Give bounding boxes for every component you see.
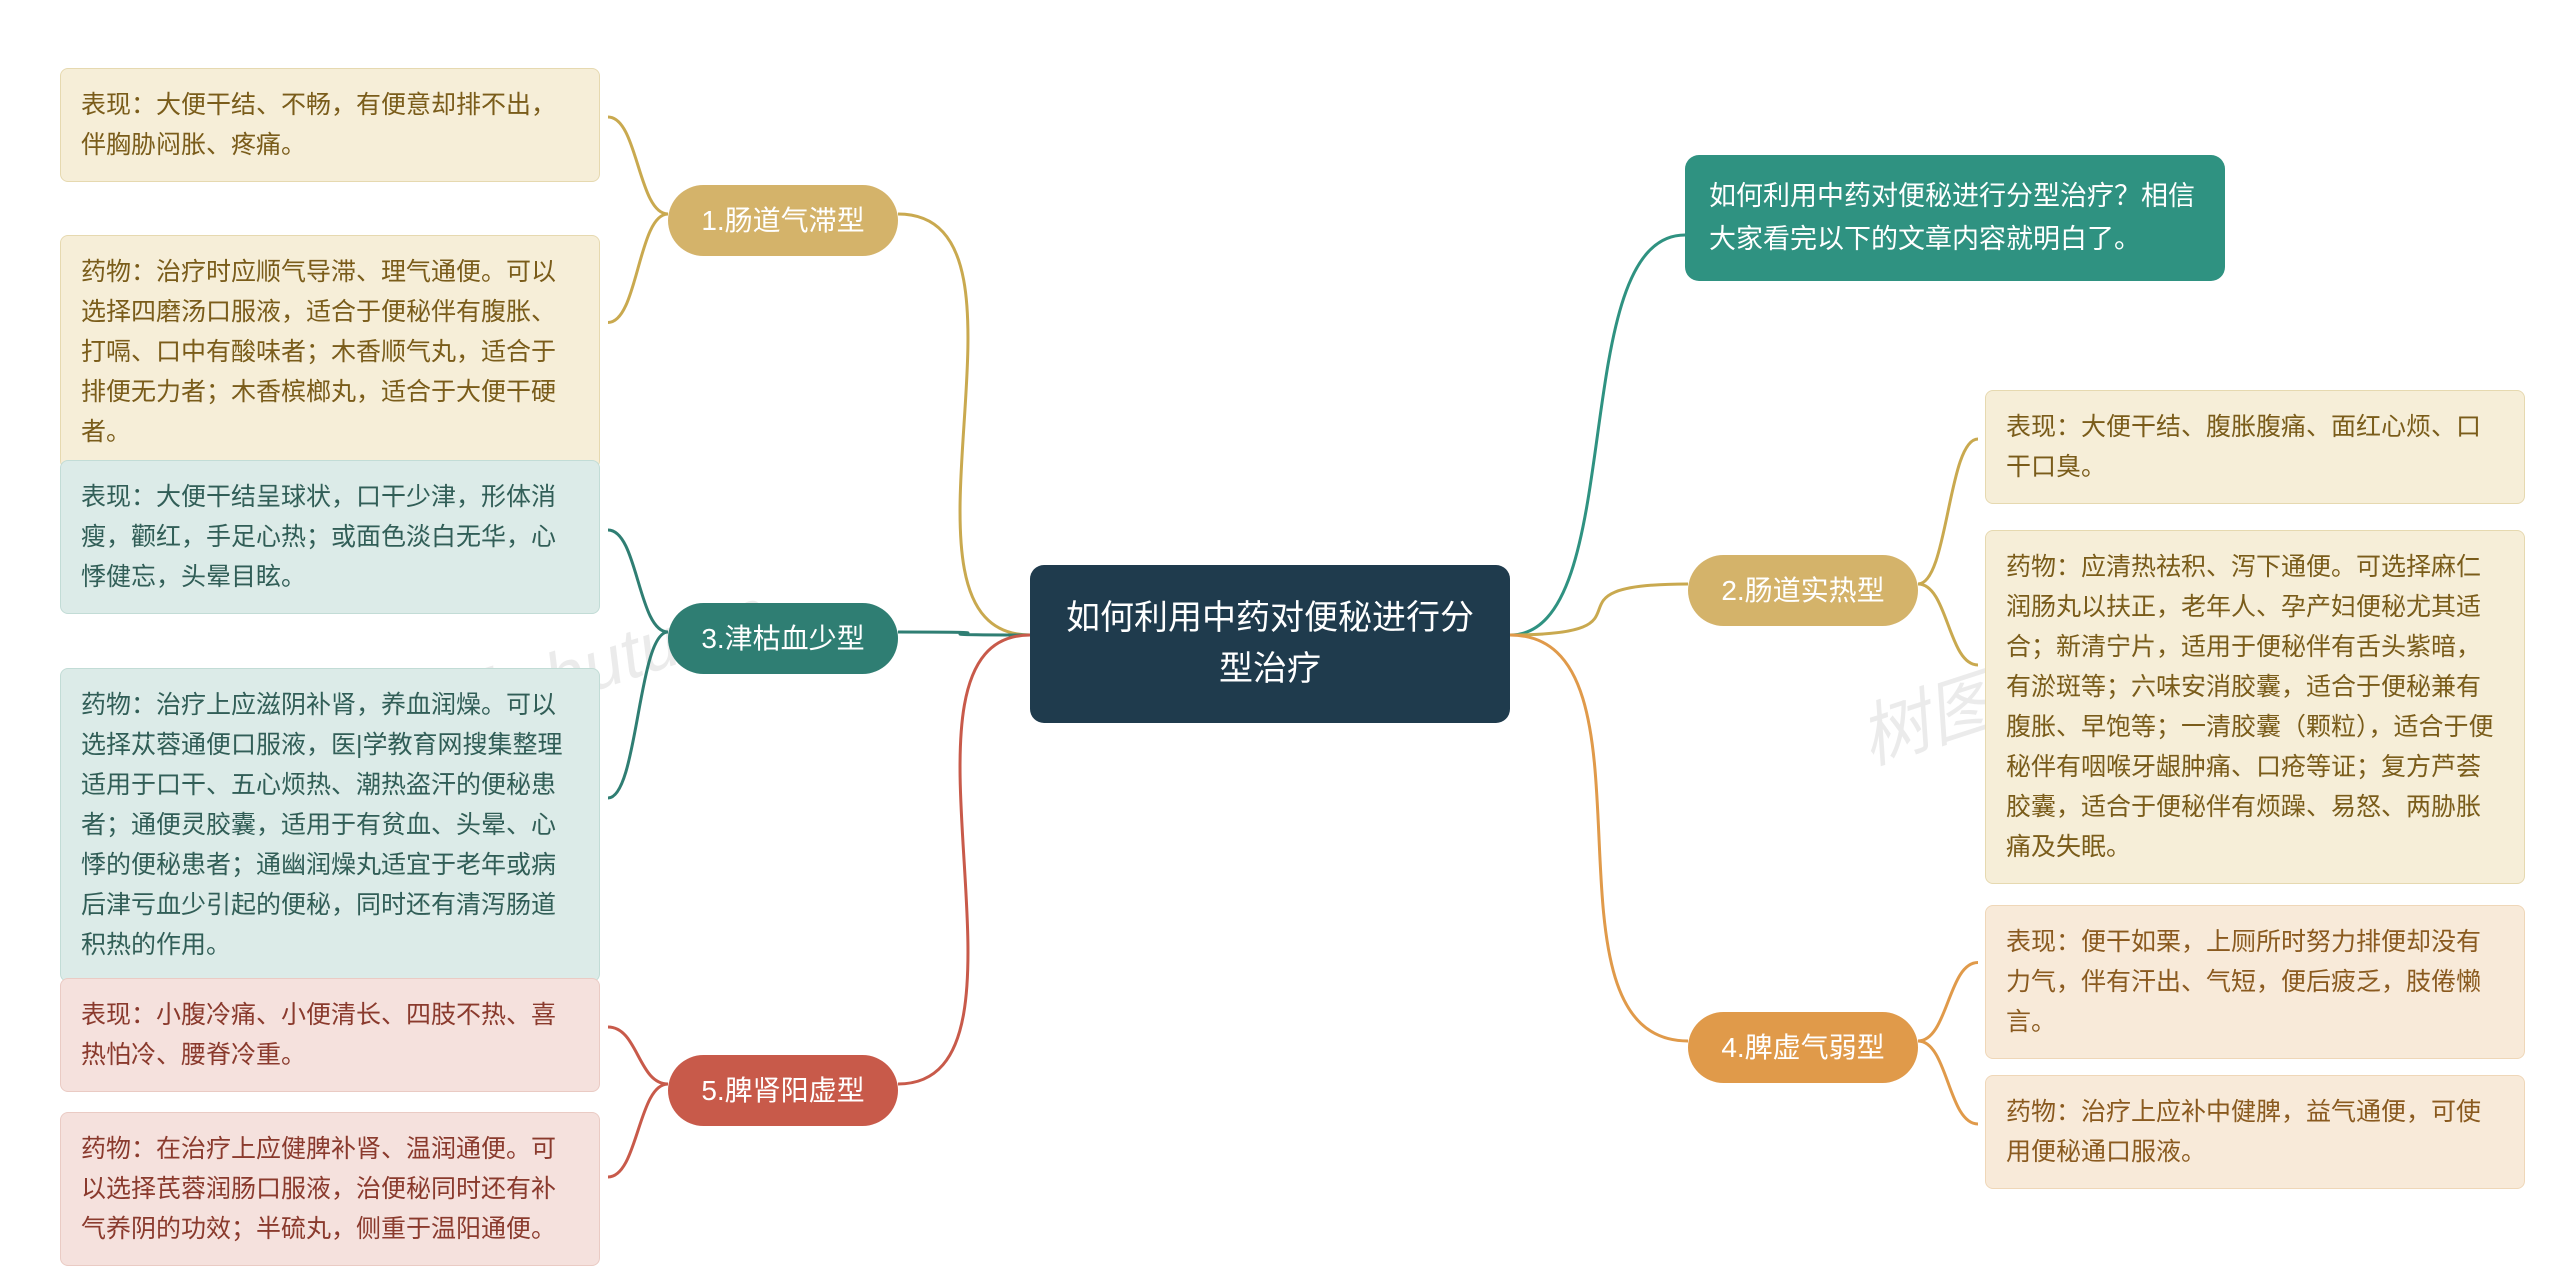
branch-1-label: 1.肠道气滞型 (701, 205, 864, 236)
intro-node: 如何利用中药对便秘进行分型治疗？相信大家看完以下的文章内容就明白了。 (1685, 155, 2225, 281)
branch-3-leaf-0: 表现：大便干结呈球状，口干少津，形体消瘦，颧红，手足心热；或面色淡白无华，心悸健… (60, 460, 600, 614)
branch-1-leaf-0: 表现：大便干结、不畅，有便意却排不出，伴胸胁闷胀、疼痛。 (60, 68, 600, 182)
branch-5-leaf-0: 表现：小腹冷痛、小便清长、四肢不热、喜热怕冷、腰脊冷重。 (60, 978, 600, 1092)
branch-5-leaf-1: 药物：在治疗上应健脾补肾、温润通便。可以选择芪蓉润肠口服液，治便秘同时还有补气养… (60, 1112, 600, 1266)
branch-2-label: 2.肠道实热型 (1721, 575, 1884, 606)
branch-2: 2.肠道实热型 (1688, 555, 1918, 626)
branch-4-leaf-0: 表现：便干如栗，上厕所时努力排便却没有力气，伴有汗出、气短，便后疲乏，肢倦懒言。 (1985, 905, 2525, 1059)
branch-3-label: 3.津枯血少型 (701, 623, 864, 654)
branch-4-label: 4.脾虚气弱型 (1721, 1032, 1884, 1063)
center-label: 如何利用中药对便秘进行分型治疗 (1066, 599, 1474, 688)
branch-5-label: 5.脾肾阳虚型 (701, 1075, 864, 1106)
branch-3-leaf-1: 药物：治疗上应滋阴补肾，养血润燥。可以选择苁蓉通便口服液，医|学教育网搜集整理适… (60, 668, 600, 982)
branch-2-leaf-1: 药物：应清热祛积、泻下通便。可选择麻仁润肠丸以扶正，老年人、孕产妇便秘尤其适合；… (1985, 530, 2525, 884)
branch-1: 1.肠道气滞型 (668, 185, 898, 256)
branch-2-leaf-0: 表现：大便干结、腹胀腹痛、面红心烦、口干口臭。 (1985, 390, 2525, 504)
branch-5: 5.脾肾阳虚型 (668, 1055, 898, 1126)
branch-4-leaf-1: 药物：治疗上应补中健脾，益气通便，可使用便秘通口服液。 (1985, 1075, 2525, 1189)
branch-4: 4.脾虚气弱型 (1688, 1012, 1918, 1083)
intro-text: 如何利用中药对便秘进行分型治疗？相信大家看完以下的文章内容就明白了。 (1709, 181, 2195, 254)
branch-3: 3.津枯血少型 (668, 603, 898, 674)
center-node: 如何利用中药对便秘进行分型治疗 (1030, 565, 1510, 723)
branch-1-leaf-1: 药物：治疗时应顺气导滞、理气通便。可以选择四磨汤口服液，适合于便秘伴有腹胀、打嗝… (60, 235, 600, 469)
